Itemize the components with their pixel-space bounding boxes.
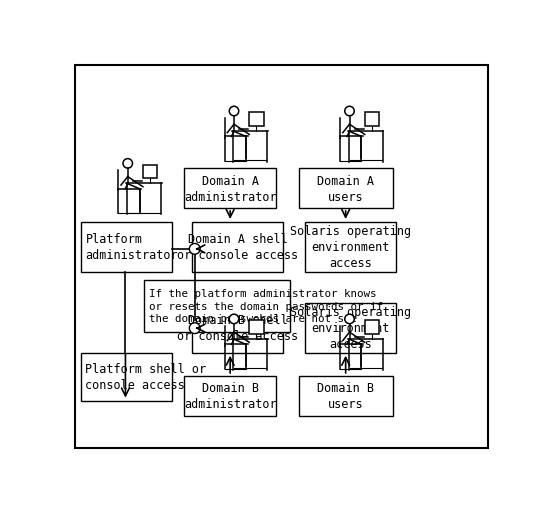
Circle shape [229, 315, 239, 324]
Circle shape [345, 315, 354, 324]
Circle shape [229, 107, 239, 117]
Bar [193, 222, 283, 272]
Circle shape [189, 323, 200, 334]
Text: Solaris operating
environment
access: Solaris operating environment access [290, 225, 411, 270]
Bar [143, 165, 158, 179]
Bar [305, 222, 396, 272]
Text: Domain A shell
or console access: Domain A shell or console access [177, 233, 299, 262]
Text: Domain B shell
or console access: Domain B shell or console access [177, 314, 299, 343]
Bar [184, 168, 276, 209]
Bar [299, 168, 393, 209]
Text: Domain A
users: Domain A users [317, 174, 374, 203]
Circle shape [189, 244, 200, 254]
Text: If the platform administrator knows
or resets the domain passwords or if
the dom: If the platform administrator knows or r… [149, 289, 383, 324]
Circle shape [345, 107, 354, 117]
Text: Domain B
users: Domain B users [317, 382, 374, 411]
Text: Domain B
administrator: Domain B administrator [184, 382, 277, 411]
Bar [249, 321, 264, 334]
Bar [299, 376, 393, 416]
Text: Solaris operating
environment
access: Solaris operating environment access [290, 306, 411, 351]
Text: Platform
administrator: Platform administrator [86, 233, 178, 262]
Bar [193, 303, 283, 353]
Circle shape [123, 159, 132, 169]
Bar [305, 303, 396, 353]
Text: Domain A
administrator: Domain A administrator [184, 174, 277, 203]
Text: Platform shell or
console access: Platform shell or console access [86, 362, 206, 391]
Bar [144, 280, 290, 332]
Bar [81, 353, 172, 401]
Bar [365, 113, 379, 127]
Bar [81, 222, 172, 272]
Bar [249, 113, 264, 127]
Bar [184, 376, 276, 416]
Bar [365, 321, 379, 334]
